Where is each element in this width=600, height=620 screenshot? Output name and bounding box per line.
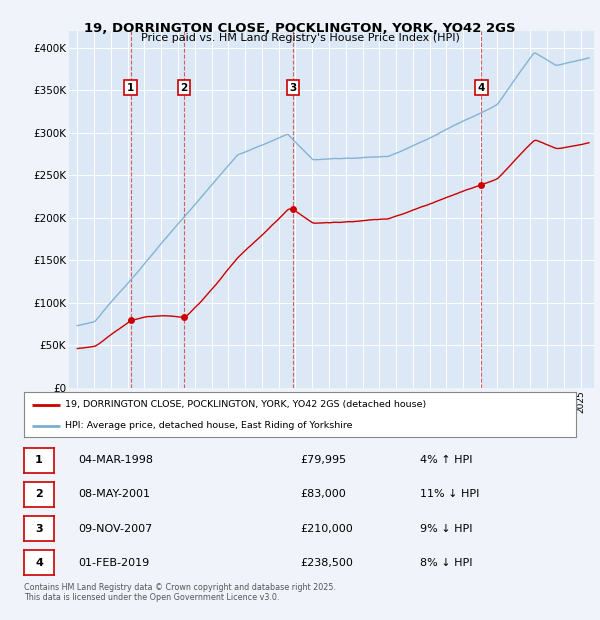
Text: 19, DORRINGTON CLOSE, POCKLINGTON, YORK, YO42 2GS (detached house): 19, DORRINGTON CLOSE, POCKLINGTON, YORK,… [65,401,427,409]
Text: 1: 1 [35,455,43,466]
Text: 4: 4 [478,83,485,93]
Text: 09-NOV-2007: 09-NOV-2007 [78,523,152,534]
Text: 2: 2 [180,83,188,93]
Text: 3: 3 [35,523,43,534]
Text: £238,500: £238,500 [300,557,353,568]
Text: 4% ↑ HPI: 4% ↑ HPI [420,455,473,466]
Text: 08-MAY-2001: 08-MAY-2001 [78,489,150,500]
Text: 4: 4 [35,557,43,568]
Text: HPI: Average price, detached house, East Riding of Yorkshire: HPI: Average price, detached house, East… [65,422,353,430]
Text: 1: 1 [127,83,134,93]
Text: 19, DORRINGTON CLOSE, POCKLINGTON, YORK, YO42 2GS: 19, DORRINGTON CLOSE, POCKLINGTON, YORK,… [84,22,516,35]
Text: 9% ↓ HPI: 9% ↓ HPI [420,523,473,534]
Text: 8% ↓ HPI: 8% ↓ HPI [420,557,473,568]
Text: 01-FEB-2019: 01-FEB-2019 [78,557,149,568]
Text: Price paid vs. HM Land Registry's House Price Index (HPI): Price paid vs. HM Land Registry's House … [140,33,460,43]
Text: Contains HM Land Registry data © Crown copyright and database right 2025.
This d: Contains HM Land Registry data © Crown c… [24,583,336,602]
Text: £79,995: £79,995 [300,455,346,466]
Text: 11% ↓ HPI: 11% ↓ HPI [420,489,479,500]
Text: 04-MAR-1998: 04-MAR-1998 [78,455,153,466]
Text: £83,000: £83,000 [300,489,346,500]
Text: £210,000: £210,000 [300,523,353,534]
Text: 3: 3 [289,83,296,93]
Text: 2: 2 [35,489,43,500]
